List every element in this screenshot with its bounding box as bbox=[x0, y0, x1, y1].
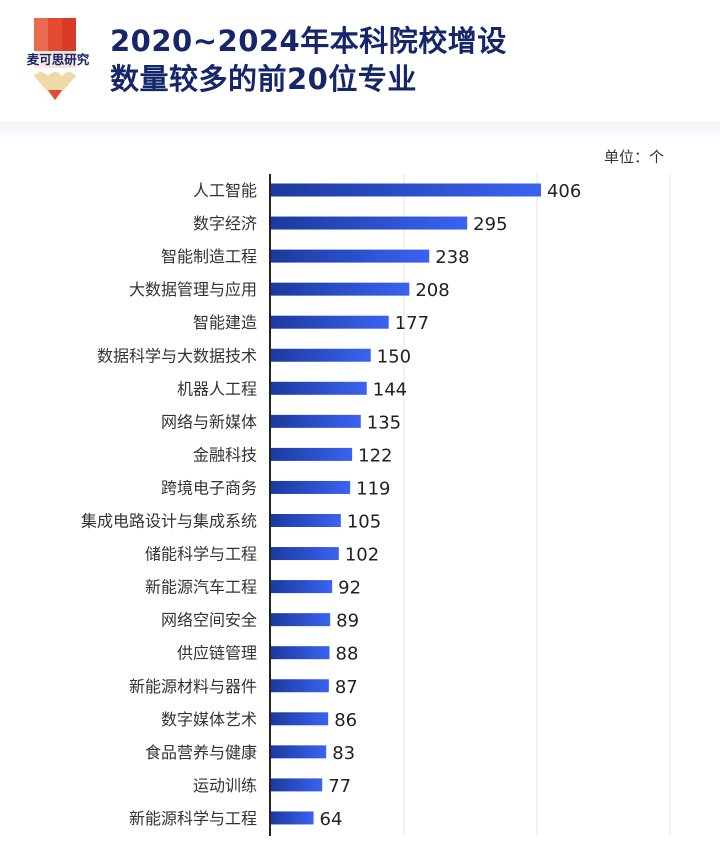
value-label: 150 bbox=[377, 346, 411, 367]
bar bbox=[271, 514, 341, 527]
category-label: 新能源科学与工程 bbox=[129, 809, 257, 828]
category-label: 供应链管理 bbox=[177, 644, 257, 663]
value-label: 89 bbox=[336, 611, 359, 632]
bar bbox=[271, 679, 329, 693]
category-label: 人工智能 bbox=[193, 181, 257, 200]
title-line-1: 2020~2024年本科院校增设 bbox=[110, 24, 507, 58]
category-label: 食品营养与健康 bbox=[145, 743, 257, 762]
category-label: 集成电路设计与集成系统 bbox=[81, 512, 257, 531]
bar bbox=[271, 745, 327, 759]
category-label: 智能制造工程 bbox=[161, 247, 257, 266]
value-label: 238 bbox=[435, 247, 469, 268]
bar bbox=[271, 646, 330, 660]
logo-text: 麦可思研究 bbox=[27, 52, 90, 67]
bar bbox=[271, 778, 323, 792]
category-label: 网络空间安全 bbox=[161, 611, 257, 630]
category-label: 新能源汽车工程 bbox=[145, 578, 257, 597]
category-label: 网络与新媒体 bbox=[161, 412, 257, 431]
value-label: 208 bbox=[415, 280, 449, 301]
value-label: 83 bbox=[332, 743, 355, 764]
bar bbox=[271, 447, 353, 461]
logo: 麦可思研究 bbox=[22, 18, 94, 100]
category-label: 数字经济 bbox=[193, 214, 257, 233]
bar bbox=[271, 480, 351, 494]
bar bbox=[271, 183, 541, 197]
bar bbox=[271, 348, 371, 362]
page-title: 2020~2024年本科院校增设 数量较多的前20位专业 bbox=[110, 22, 507, 98]
bar bbox=[271, 381, 367, 395]
bar bbox=[271, 414, 361, 428]
value-label: 77 bbox=[328, 776, 351, 797]
value-label: 144 bbox=[373, 379, 407, 400]
value-label: 87 bbox=[335, 677, 358, 698]
bar bbox=[271, 613, 331, 627]
value-label: 105 bbox=[347, 512, 381, 533]
title-line-2: 数量较多的前20位专业 bbox=[110, 62, 417, 96]
value-label: 102 bbox=[345, 545, 379, 566]
bar bbox=[271, 811, 314, 825]
category-label: 金融科技 bbox=[193, 445, 257, 464]
category-label: 数字媒体艺术 bbox=[161, 710, 257, 729]
bar bbox=[271, 547, 339, 561]
value-label: 295 bbox=[473, 214, 507, 235]
category-label: 储能科学与工程 bbox=[145, 545, 257, 564]
category-label: 智能建造 bbox=[193, 313, 257, 332]
value-label: 88 bbox=[336, 644, 359, 665]
category-label: 数据科学与大数据技术 bbox=[97, 346, 257, 365]
category-label: 跨境电子商务 bbox=[161, 478, 257, 497]
category-label: 大数据管理与应用 bbox=[129, 280, 257, 299]
value-label: 406 bbox=[547, 181, 581, 202]
value-label: 177 bbox=[395, 313, 429, 334]
value-label: 64 bbox=[320, 809, 343, 830]
unit-label: 单位：个 bbox=[603, 148, 664, 166]
value-label: 86 bbox=[334, 710, 357, 731]
bar bbox=[271, 712, 329, 726]
bar bbox=[271, 282, 410, 296]
value-label: 92 bbox=[338, 578, 361, 599]
bar bbox=[271, 216, 468, 230]
value-label: 135 bbox=[367, 412, 401, 433]
category-label: 机器人工程 bbox=[177, 379, 257, 398]
bar bbox=[271, 249, 430, 263]
bar bbox=[271, 580, 333, 594]
value-label: 119 bbox=[356, 478, 390, 499]
bar bbox=[271, 315, 389, 329]
value-label: 122 bbox=[358, 445, 392, 466]
category-label: 运动训练 bbox=[193, 776, 257, 795]
category-label: 新能源材料与器件 bbox=[129, 677, 257, 696]
header-divider bbox=[0, 122, 720, 144]
